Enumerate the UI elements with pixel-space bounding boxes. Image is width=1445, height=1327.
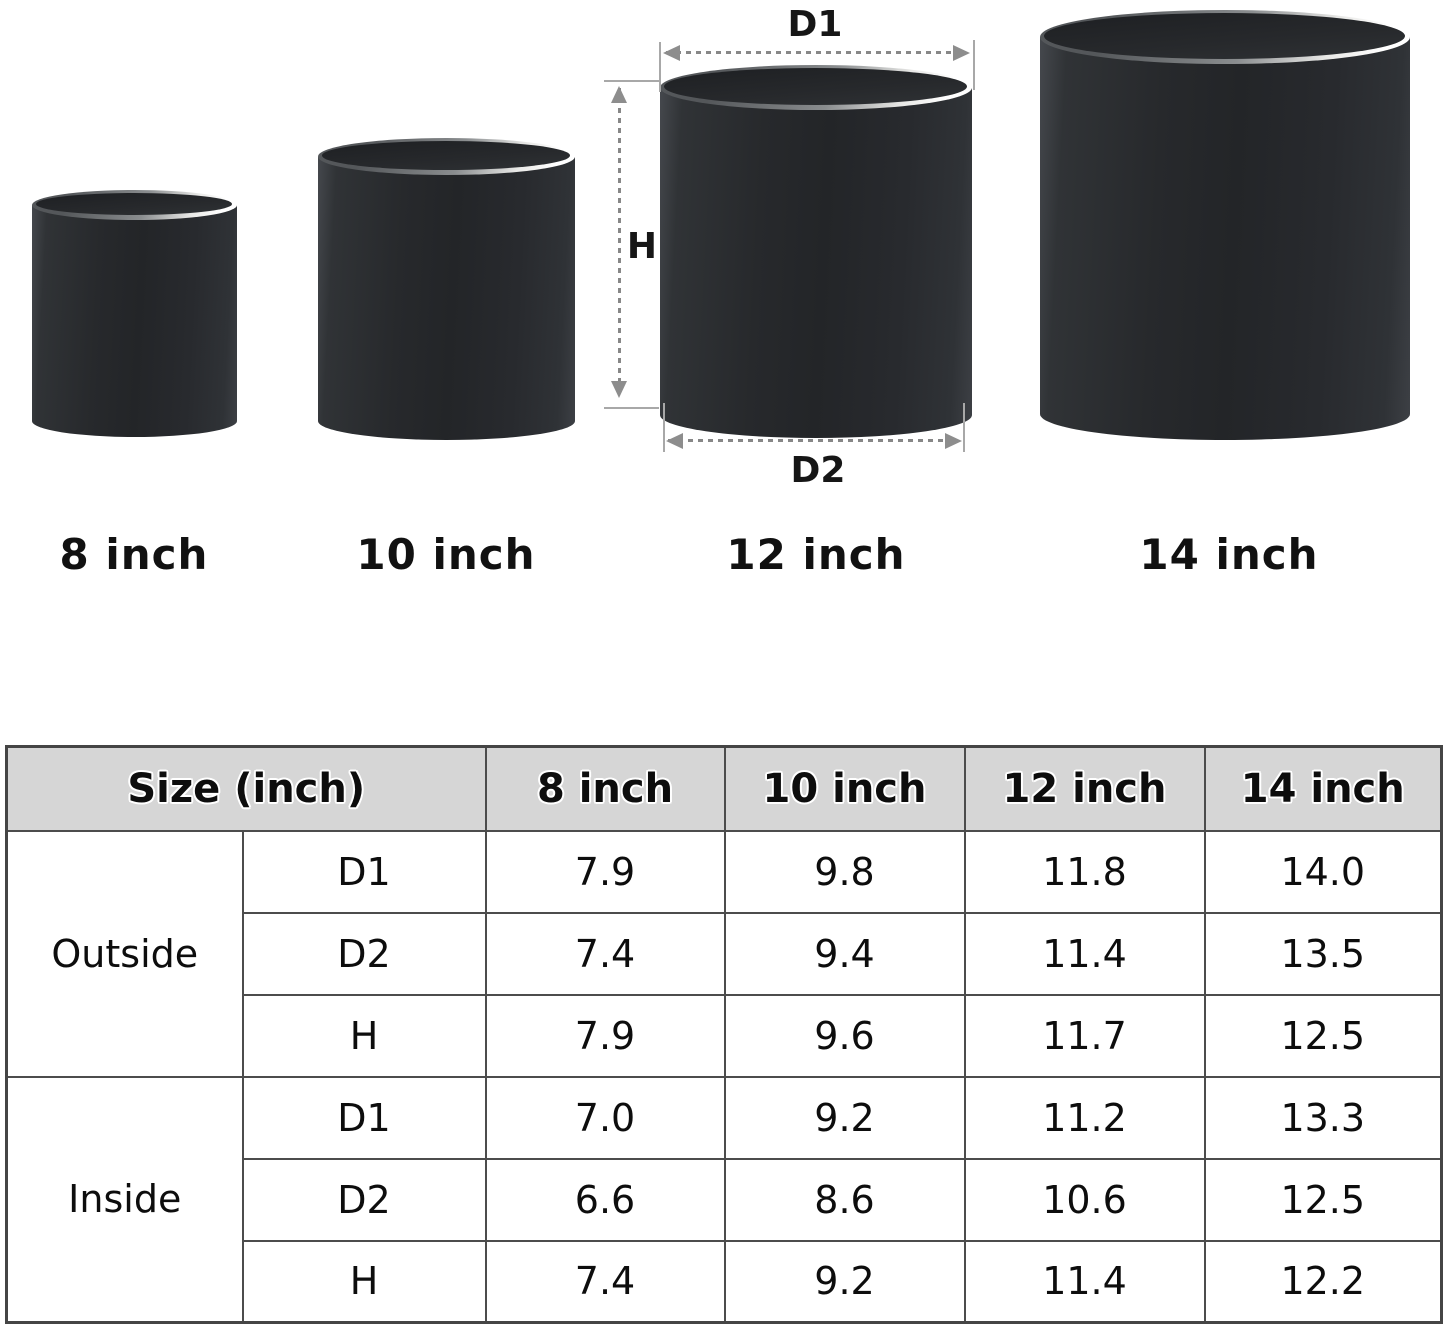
group-label-inside: Inside [5, 1075, 244, 1324]
table-cell: 11.8 [963, 829, 1206, 914]
pot-14-inch [1040, 10, 1410, 440]
table-row: H 7.9 9.6 11.7 12.5 [7, 993, 1443, 1078]
pot-caption-14-inch: 14 inch [1139, 530, 1319, 579]
d2-dimension-line [668, 439, 958, 442]
dim-label-cell: H [241, 1239, 487, 1324]
table-row: D2 6.6 8.6 10.6 12.5 [7, 1157, 1443, 1242]
d2-end-tick-left [663, 403, 665, 452]
table-cell: 10.6 [963, 1157, 1206, 1242]
arrowhead-right-icon [953, 45, 970, 61]
col-header-10-inch: 10 inch [723, 745, 966, 832]
arrowhead-left-icon [666, 433, 683, 449]
table-header-row: Size (inch) 8 inch 10 inch 12 inch 14 in… [5, 745, 1443, 832]
table-cell: 12.2 [1203, 1239, 1443, 1324]
d2-end-tick-right [963, 403, 965, 452]
col-header-12-inch: 12 inch [963, 745, 1206, 832]
d1-end-tick-left [659, 42, 661, 92]
table-cell: 11.4 [963, 911, 1206, 996]
dim-label-cell: D1 [241, 1075, 487, 1160]
pot-caption-10-inch: 10 inch [356, 530, 536, 579]
dimension-label-d2: D2 [790, 450, 846, 491]
pot-opening [664, 68, 967, 105]
table-cell: 13.3 [1203, 1075, 1443, 1160]
table-cell: 13.5 [1203, 911, 1443, 996]
table-row: H 7.4 9.2 11.4 12.2 [7, 1239, 1443, 1324]
dim-label-cell: D2 [241, 1157, 487, 1242]
table-row: Inside D1 7.0 9.2 11.2 13.3 [5, 1075, 1443, 1324]
pot-rim [1040, 10, 1410, 64]
d1-dimension-line [666, 51, 966, 54]
pot-body [318, 156, 575, 440]
table-cell: 9.6 [723, 993, 966, 1078]
pot-rim [32, 190, 237, 220]
table-cell: 12.5 [1203, 993, 1443, 1078]
d1-end-tick-right [973, 40, 975, 90]
pot-opening [1044, 13, 1405, 59]
table-cell: 6.6 [484, 1157, 726, 1242]
group-label-outside: Outside [5, 829, 244, 1078]
table-cell: 9.4 [723, 911, 966, 996]
pot-caption-12-inch: 12 inch [726, 530, 906, 579]
table-cell: 9.2 [723, 1239, 966, 1324]
h-end-tick-bottom [604, 407, 659, 409]
size-spec-table: Size (inch) 8 inch 10 inch 12 inch 14 in… [5, 745, 1444, 1324]
h-end-tick-top [604, 80, 659, 82]
table-cell: 11.2 [963, 1075, 1206, 1160]
table-cell: 9.2 [723, 1075, 966, 1160]
table-cell: 7.4 [484, 1239, 726, 1324]
dim-label-cell: H [241, 993, 487, 1078]
col-header-14-inch: 14 inch [1203, 745, 1443, 832]
arrowhead-right-icon [945, 433, 962, 449]
pot-caption-8-inch: 8 inch [59, 530, 209, 579]
table-row: D2 7.4 9.4 11.4 13.5 [7, 911, 1443, 996]
table-row: Outside D1 7.9 9.8 11.8 14.0 [5, 829, 1443, 1078]
arrowhead-left-icon [663, 45, 680, 61]
pot-rim [660, 65, 972, 110]
pot-rim [318, 138, 575, 175]
pot-body [32, 205, 237, 437]
table-cell: 11.4 [963, 1239, 1206, 1324]
table-cell: 7.4 [484, 911, 726, 996]
col-header-size: Size (inch) [5, 745, 487, 832]
table-cell: 7.9 [484, 993, 726, 1078]
table-cell: 11.7 [963, 993, 1206, 1078]
arrowhead-up-icon [611, 86, 627, 103]
dimension-label-d1: D1 [787, 4, 843, 45]
pot-10-inch [318, 138, 575, 440]
pot-8-inch [32, 190, 237, 437]
pot-body [660, 87, 972, 438]
dim-label-cell: D2 [241, 911, 487, 996]
table-cell: 7.0 [484, 1075, 726, 1160]
table-cell: 7.9 [484, 829, 726, 914]
dimension-label-h: H [626, 226, 658, 267]
dim-label-cell: D1 [241, 829, 487, 914]
arrowhead-down-icon [611, 381, 627, 398]
col-header-8-inch: 8 inch [484, 745, 726, 832]
table-cell: 12.5 [1203, 1157, 1443, 1242]
table-cell: 8.6 [723, 1157, 966, 1242]
table-cell: 9.8 [723, 829, 966, 914]
pot-opening [36, 193, 232, 215]
pot-12-inch [660, 65, 972, 438]
h-dimension-line [618, 88, 621, 398]
pot-body [1040, 37, 1410, 440]
table-cell: 14.0 [1203, 829, 1443, 914]
pot-opening [322, 141, 570, 170]
